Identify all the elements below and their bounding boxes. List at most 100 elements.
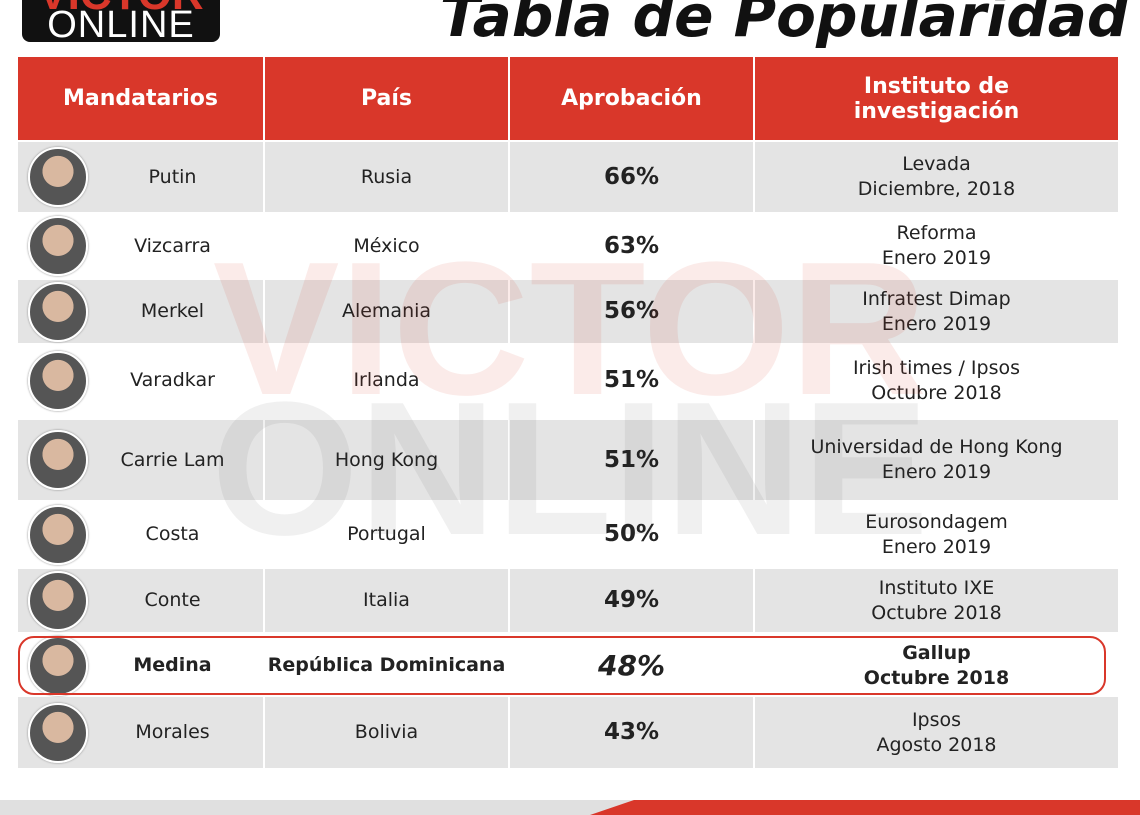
table-cell: 66% (510, 142, 753, 212)
institute: Instituto IXE (878, 576, 995, 599)
table-cell: Merkel (18, 280, 263, 343)
table-cell: Morales (18, 697, 263, 768)
date: Enero 2019 (881, 312, 992, 335)
header-cell: Mandatarios (18, 57, 263, 140)
logo-bottom: ONLINE (47, 4, 195, 42)
leader-name: Costa (145, 523, 200, 545)
country: Irlanda (353, 369, 420, 391)
leader-name: Putin (148, 165, 197, 188)
country: Bolivia (354, 721, 419, 743)
table-cell: Levada Diciembre, 2018 (755, 142, 1118, 212)
approval: 43% (603, 719, 660, 745)
country: Alemania (341, 300, 432, 322)
date: Enero 2019 (881, 461, 992, 483)
table-cell: 49% (510, 569, 753, 632)
table-cell: México (265, 214, 508, 278)
country: Portugal (347, 523, 426, 545)
photo (28, 635, 88, 696)
table-cell: Rusia (265, 142, 508, 212)
leader-name: Morales (135, 721, 210, 743)
photo (28, 147, 88, 207)
photo (28, 570, 88, 631)
date: Diciembre, 2018 (857, 178, 1016, 200)
country: Hong Kong (334, 448, 439, 471)
header-cell: País (265, 57, 508, 140)
approval: 50% (603, 521, 660, 547)
date: Enero 2019 (881, 247, 992, 269)
table-cell: Infratest Dimap Enero 2019 (755, 280, 1118, 343)
footer-band (590, 800, 1140, 815)
table-cell: Reforma Enero 2019 (755, 214, 1118, 278)
table-cell: República Dominicana (265, 636, 508, 695)
table-cell: Gallup Octubre 2018 (755, 636, 1118, 695)
table-cell: 63% (510, 214, 753, 278)
country: Rusia (360, 165, 413, 188)
table-cell: Costa (18, 502, 263, 567)
institute: Eurosondagem (865, 510, 1008, 533)
date: Enero 2019 (881, 535, 992, 558)
table-cell: Alemania (265, 280, 508, 343)
approval: 66% (603, 163, 660, 190)
photo (28, 702, 88, 763)
institute: Gallup (902, 641, 971, 664)
institute: Ipsos (911, 708, 962, 731)
leader-name: Carrie Lam (120, 448, 225, 471)
leader-name: Medina (133, 654, 212, 676)
table-cell: Varadkar (18, 345, 263, 416)
table-cell: 56% (510, 280, 753, 343)
institute: Irish times / Ipsos (852, 356, 1021, 379)
date: Octubre 2018 (863, 666, 1010, 689)
table-cell: Universidad de Hong Kong Enero 2019 (755, 420, 1118, 500)
table-cell: 51% (510, 420, 753, 500)
approval: 51% (603, 367, 660, 393)
date: Agosto 2018 (876, 733, 997, 756)
table-cell: Bolivia (265, 697, 508, 768)
logo-top: VICTOR (22, 0, 220, 20)
table-cell: Italia (265, 569, 508, 632)
header-cell: Aprobación (510, 57, 753, 140)
highlight-border (18, 636, 1106, 695)
institute: Levada (902, 153, 971, 175)
photo (28, 430, 88, 490)
title: Tabla de Popularidad (440, 0, 1129, 50)
table-cell: Irlanda (265, 345, 508, 416)
leader-name: Conte (144, 589, 201, 611)
approval: 56% (603, 298, 660, 324)
approval: 51% (603, 446, 660, 473)
institute: Reforma (896, 222, 977, 244)
photo (28, 281, 88, 342)
leader-name: Merkel (140, 300, 205, 322)
header-cell: Instituto de investigación (755, 57, 1118, 140)
approval: 49% (603, 587, 660, 613)
table-cell: 43% (510, 697, 753, 768)
country: Italia (363, 589, 410, 611)
table-cell: Carrie Lam (18, 420, 263, 500)
country: México (353, 234, 420, 257)
table-cell: Medina (18, 635, 263, 696)
table-cell: Irish times / Ipsos Octubre 2018 (755, 345, 1118, 416)
logo: VICTOR ONLINE (22, 0, 220, 42)
country: República Dominicana (267, 654, 506, 676)
institute: Universidad de Hong Kong (810, 436, 1063, 458)
table-cell: Eurosondagem Enero 2019 (755, 502, 1118, 567)
table-cell: Ipsos Agosto 2018 (755, 697, 1118, 768)
table-cell: 50% (510, 502, 753, 567)
date: Octubre 2018 (871, 601, 1002, 624)
table-cell: Hong Kong (265, 420, 508, 500)
table-cell: Putin (18, 142, 263, 212)
leader-name: Varadkar (130, 369, 215, 391)
photo (28, 216, 88, 276)
table-cell: 51% (510, 345, 753, 416)
table-cell: 48% (510, 636, 753, 695)
leader-name: Vizcarra (134, 234, 211, 257)
table-cell: Instituto IXE Octubre 2018 (755, 569, 1118, 632)
approval: 63% (603, 232, 660, 259)
date: Octubre 2018 (871, 381, 1002, 404)
photo (28, 504, 88, 565)
table-cell: Portugal (265, 502, 508, 567)
institute: Infratest Dimap (862, 287, 1011, 310)
table-cell: Vizcarra (18, 214, 263, 278)
approval: 48% (597, 649, 666, 682)
table-cell: Conte (18, 569, 263, 632)
